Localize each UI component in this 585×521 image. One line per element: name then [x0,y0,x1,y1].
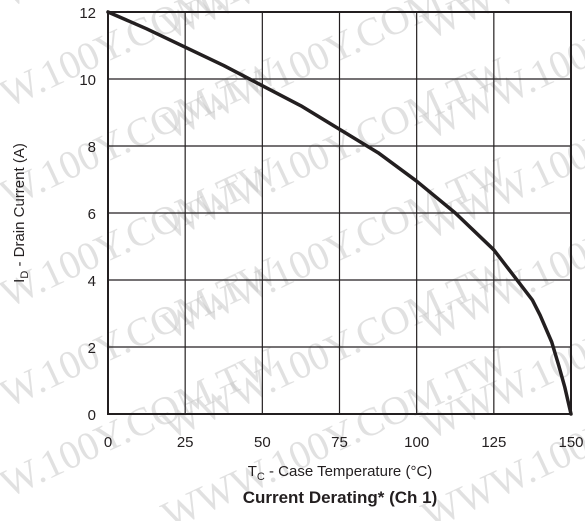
y-axis-title-rest: - Drain Current (A) [11,143,28,271]
y-tick-label: 10 [79,72,96,89]
x-tick-label: 50 [254,434,271,451]
series-line [106,10,573,416]
x-axis-title-sub: C [257,471,265,483]
y-tick-label: 8 [88,139,96,156]
y-axis-title: ID - Drain Current (A) [11,143,31,283]
x-tick-labels: 0 25 50 75 100 125 150 [104,434,584,451]
y-axis-title-sub: D [19,271,31,279]
x-axis-title: TC - Case Temperature (°C) [248,463,433,483]
y-tick-label: 4 [88,273,96,290]
y-tick-label: 2 [88,340,96,357]
chart-title: Current Derating* (Ch 1) [243,488,438,507]
x-tick-label: 100 [404,434,429,451]
x-axis-title-main: T [248,463,257,480]
y-tick-label: 6 [88,206,96,223]
x-tick-label: 125 [481,434,506,451]
x-tick-label: 75 [331,434,348,451]
x-tick-label: 25 [177,434,194,451]
y-axis-title-main: I [11,279,28,283]
x-axis-title-rest: - Case Temperature (°C) [265,463,432,480]
x-tick-label: 150 [558,434,583,451]
y-tick-label: 0 [88,407,96,424]
y-tick-label: 12 [79,5,96,22]
plot-frame [107,11,572,415]
x-tick-label: 0 [104,434,112,451]
y-tick-labels: 0 2 4 6 8 10 12 [79,5,96,424]
